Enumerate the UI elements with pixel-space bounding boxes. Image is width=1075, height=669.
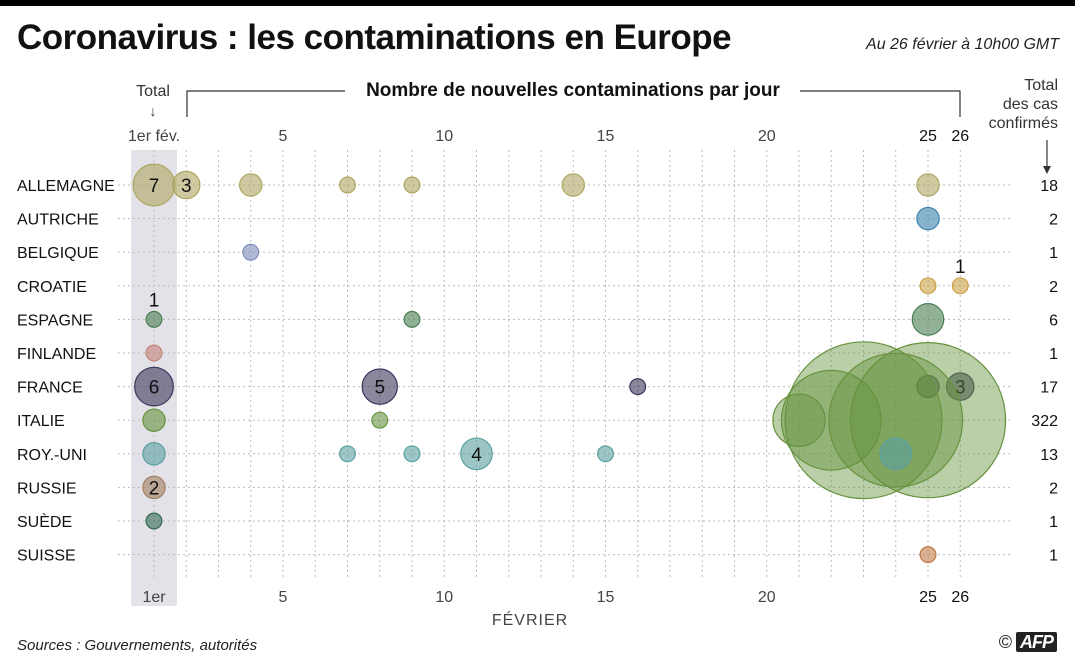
bubble-roy.-uni	[879, 437, 913, 471]
country-total: 1	[1049, 245, 1058, 262]
afp-logo: AFP	[1016, 632, 1057, 652]
x-tick-bottom: 5	[279, 589, 288, 606]
bubble-france	[134, 366, 174, 407]
x-tick-bottom: 20	[758, 589, 776, 606]
bubble-allemagne	[339, 176, 356, 194]
chart-subtitle: Nombre de nouvelles contaminations par j…	[366, 80, 780, 101]
date-note: Au 26 février à 10h00 GMT	[866, 36, 1059, 53]
country-label: ALLEMAGNE	[17, 178, 115, 195]
country-label: ITALIE	[17, 413, 65, 430]
country-label: RUSSIE	[17, 480, 77, 497]
bubble-russie	[142, 475, 166, 500]
country-total: 17	[1040, 380, 1058, 397]
copyright-symbol: ©	[998, 632, 1012, 652]
bubble-allemagne	[561, 173, 585, 197]
down-arrow-icon: ↓	[150, 103, 157, 119]
total-confirmed-label: des cas	[1003, 96, 1058, 113]
top-bar	[0, 0, 1075, 6]
x-axis-label: FÉVRIER	[492, 610, 568, 629]
country-label: CROATIE	[17, 279, 87, 296]
bubble-allemagne	[403, 176, 421, 194]
bubble-label: 3	[181, 176, 192, 197]
down-arrow-head-icon	[1043, 166, 1051, 174]
total-column-label: Total	[136, 83, 170, 100]
country-label: ESPAGNE	[17, 312, 93, 329]
bubble-autriche	[916, 206, 940, 231]
bracket-left	[186, 90, 345, 117]
country-label: SUISSE	[17, 548, 76, 565]
bubble-label: 5	[374, 378, 385, 399]
x-tick-top: 5	[279, 128, 288, 145]
bubble-allemagne	[916, 173, 940, 197]
bubble-france	[629, 378, 647, 396]
bubble-roy.-uni	[142, 442, 166, 466]
x-tick-bottom: 1er	[142, 589, 166, 606]
bubble-label: 4	[471, 445, 482, 466]
source-note: Sources : Gouvernements, autorités	[17, 637, 258, 654]
country-label: AUTRICHE	[17, 212, 99, 229]
x-tick-bottom: 26	[951, 589, 969, 606]
page-title: Coronavirus : les contaminations en Euro…	[17, 18, 732, 57]
bubble-france	[361, 368, 398, 405]
x-tick-bottom: 10	[435, 589, 453, 606]
bubble-allemagne	[239, 173, 263, 197]
country-total: 13	[1040, 447, 1058, 464]
country-label: BELGIQUE	[17, 245, 99, 262]
country-total: 6	[1049, 312, 1058, 329]
total-confirmed-label: confirmés	[989, 115, 1058, 132]
bubble-italie	[142, 408, 166, 432]
x-tick-top: 1er fév.	[128, 128, 180, 145]
bubble-allemagne	[172, 170, 201, 200]
bubble-label: 1	[955, 257, 966, 278]
bubble-finlande	[145, 344, 163, 362]
country-total: 1	[1049, 514, 1058, 531]
bubble-label: 7	[149, 176, 160, 197]
bubble-label: 1	[149, 291, 160, 312]
country-total: 1	[1049, 346, 1058, 363]
x-tick-top: 15	[597, 128, 615, 145]
x-tick-bottom: 15	[597, 589, 615, 606]
bubble-suède	[145, 512, 163, 530]
bubble-croatie	[951, 277, 969, 295]
bracket-right	[800, 90, 961, 117]
bubble-label: 6	[149, 378, 160, 399]
bubble-roy.-uni	[460, 437, 493, 471]
country-total: 2	[1049, 212, 1058, 229]
x-tick-top: 26	[951, 128, 969, 145]
bubble-roy.-uni	[597, 445, 614, 463]
bubble-italie	[772, 393, 826, 447]
x-tick-bottom: 25	[919, 589, 937, 606]
country-total: 18	[1040, 178, 1058, 195]
country-label: FRANCE	[17, 380, 83, 397]
credit: © AFP	[999, 632, 1057, 653]
country-total: 2	[1049, 480, 1058, 497]
bubble-roy.-uni	[339, 445, 356, 463]
bubble-belgique	[242, 243, 260, 261]
bubble-croatie	[919, 277, 937, 295]
bubble-suisse	[919, 546, 937, 564]
country-label: ROY.-UNI	[17, 447, 87, 464]
country-label: FINLANDE	[17, 346, 96, 363]
country-label: SUÈDE	[17, 512, 72, 531]
bubble-italie	[371, 411, 389, 429]
bubble-espagne	[403, 310, 421, 328]
x-tick-top: 10	[435, 128, 453, 145]
x-tick-top: 20	[758, 128, 776, 145]
bubble-roy.-uni	[403, 445, 421, 463]
bubble-espagne	[145, 310, 163, 328]
country-total: 1	[1049, 548, 1058, 565]
total-confirmed-label: Total	[1024, 77, 1058, 94]
bubble-label: 2	[149, 478, 160, 499]
x-tick-top: 25	[919, 128, 937, 145]
bubble-espagne	[911, 303, 945, 336]
country-total: 322	[1031, 413, 1058, 430]
country-total: 2	[1049, 279, 1058, 296]
